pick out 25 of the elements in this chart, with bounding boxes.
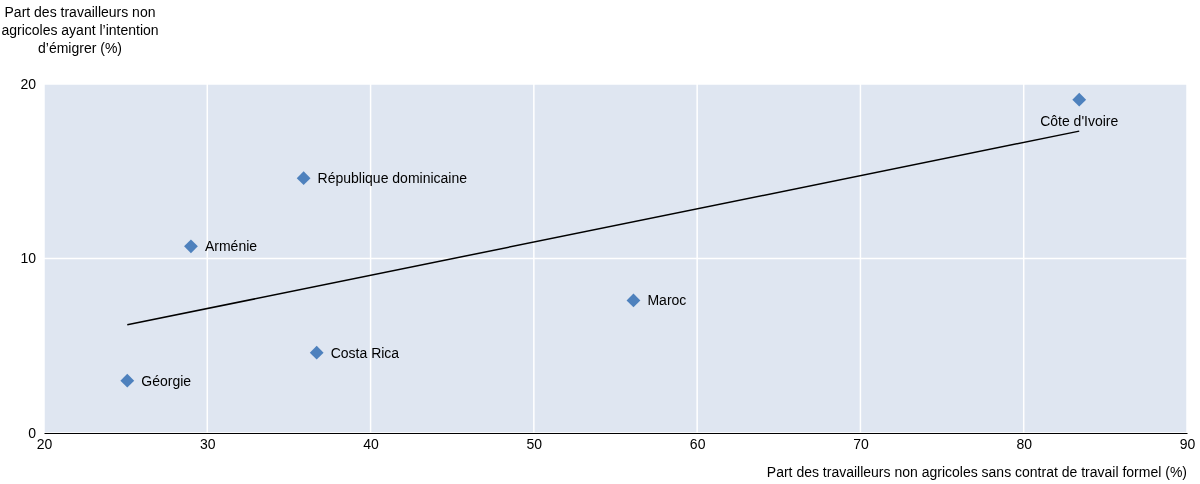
x-tick-label: 30 [200, 435, 216, 452]
x-tick-label: 50 [526, 435, 543, 452]
point [309, 345, 324, 360]
annotation: Maroc [647, 292, 687, 309]
point [296, 171, 311, 186]
x-tick-label: 60 [689, 435, 706, 452]
annotation: Arménie [204, 238, 258, 255]
y-tick-label: 10 [20, 250, 37, 267]
point [626, 293, 641, 308]
x-tick-label: 90 [1179, 435, 1196, 452]
annotation: République dominicaine [317, 170, 468, 187]
point [184, 239, 198, 254]
annotation: Géorgie [141, 372, 192, 389]
annotation: Côte d'Ivoire [1040, 112, 1119, 129]
y-tick-label: 20 [20, 75, 37, 92]
x-tick-label: 40 [363, 435, 380, 452]
point [1072, 92, 1087, 107]
y-tick-label: 0 [28, 424, 37, 441]
x-tick-label: 70 [853, 435, 869, 452]
point [120, 373, 135, 388]
x-tick-label: 20 [36, 435, 53, 452]
y-axis-title: Part des travailleurs non agricoles ayant l’intention d’émigrer (%) [1, 4, 159, 56]
x-tick-label: 80 [1016, 435, 1033, 452]
x-axis-title: Part des travailleurs non agricoles sans contrat de travail formel (%) [766, 464, 1187, 480]
annotation: Costa Rica [330, 344, 400, 361]
